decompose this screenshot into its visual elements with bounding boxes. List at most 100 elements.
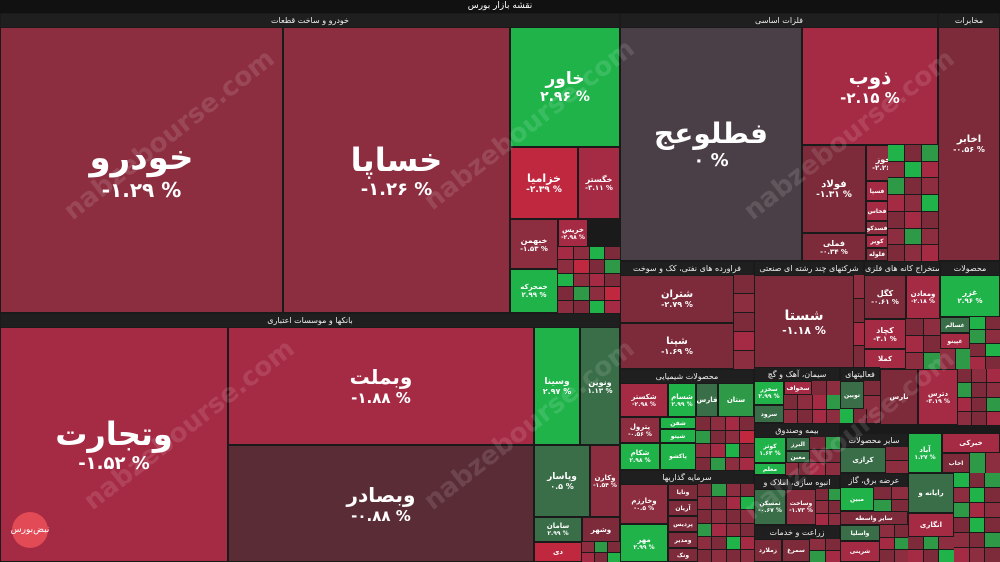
tile-shafan[interactable]: شفن [660,417,696,429]
section-title: خودرو و ساخت قطعات [1,14,619,28]
tile-thmasken[interactable]: ثمسکن -۰.۶۷ % [754,489,786,525]
tile-saman[interactable]: سامان ۲.۹۹ % [534,517,582,542]
tile-ghazar[interactable]: غزر ۲.۹۶ % [940,275,1000,317]
tile-maaben[interactable]: معبن [786,451,810,463]
tile-shasta[interactable]: شستا -۱.۱۸ % [754,275,854,369]
tile-kamala[interactable]: کملا [864,349,906,369]
tile-zmilan[interactable]: زملارد [754,539,782,562]
small-tiles-bottom-right [954,473,1000,562]
tile-fsapa[interactable]: فسپا [866,181,888,201]
tile-pakshou[interactable]: پاکشو [660,443,696,470]
tile-shakestar[interactable]: شکستر -۲.۹۸ % [620,383,668,417]
small-tiles-invest [698,484,754,562]
tile-vpasar[interactable]: وپاسار ۰.۵ % [534,445,590,517]
tile-albarz[interactable]: البرز [786,437,810,451]
tile-ezhab[interactable]: اخاب [942,453,970,473]
tile-khomehreh[interactable]: خمحرکه ۲.۹۹ % [510,269,558,313]
small-tiles-bottom-right-b [908,537,954,562]
tile-khbahman[interactable]: خبهمن -۱.۵۳ % [510,219,558,269]
tile-vsina[interactable]: وسینا ۲.۹۷ % [534,327,580,445]
tile-angaari[interactable]: انگاری [908,513,954,537]
tile-vaniya[interactable]: ونایا [668,484,698,500]
tile-shitou[interactable]: شیتو [660,429,696,443]
tile-ghasalam[interactable]: غسالم [940,317,970,333]
tile-sekhvaf[interactable]: سخواف [784,381,812,395]
small-tiles-supply-b [880,525,908,562]
small-tiles-multi [854,275,864,369]
tile-vanak[interactable]: ونک [668,548,698,562]
tile-khsapa[interactable]: خساپا -۱.۲۶ % [283,27,510,313]
tile-khgostar[interactable]: خگستر -۳.۱۱ % [578,147,620,219]
tile-folad[interactable]: فولاد -۱.۳۱ % [802,145,866,233]
small-tiles-insurance [810,437,840,475]
tile-mehr[interactable]: مهر ۲.۹۹ % [620,524,668,562]
tile-pardis[interactable]: پردیس [668,516,698,532]
tile-vsakhet[interactable]: وساخت -۱.۷۳ % [786,489,816,525]
tile-khodro[interactable]: خودرو -۱.۲۹ % [0,27,283,313]
tile-kerazi[interactable]: کرازی [840,447,886,473]
tile-maalem[interactable]: معلم [754,463,786,475]
tile-fameli[interactable]: فملی -۰.۳۴ % [802,233,866,261]
small-tiles-metals [888,145,938,261]
tile-vabran[interactable]: آریان [668,500,698,516]
tile-kavir[interactable]: کویر [866,235,888,248]
tile-kegl[interactable]: کگل -۰.۶۱ % [864,275,906,319]
section-title: فعالیتهای [841,368,879,382]
page-title: نقشه بازار بورس [0,0,1000,13]
tile-vaslia[interactable]: واسلیا [840,525,880,541]
section-title: انبوه سازی، املاک و [755,476,839,490]
tile-shekam[interactable]: شکام ۲.۹۸ % [620,443,660,470]
small-tiles-supply [874,487,908,511]
tile-sarood[interactable]: سرود [754,405,784,423]
tile-sakhazar[interactable]: سخزر ۲.۹۹ % [754,381,784,405]
tile-vtejarat[interactable]: وتجارت -۱.۵۲ % [0,327,228,562]
tile-abad[interactable]: آباد ۱.۲۷ % [908,433,942,473]
tile-zob[interactable]: ذوب -۲.۱۵ % [802,27,938,145]
tile-mobin[interactable]: مبین [840,487,874,511]
tile-kechad[interactable]: کچاد -۳.۱ % [864,319,906,349]
tile-vamaadan[interactable]: ومعادن -۲.۱۸ % [906,275,940,319]
small-tiles-banks [582,542,620,562]
tile-vkharazm[interactable]: وخارزم -۰.۵ % [620,484,668,524]
tile-ftaluj[interactable]: فطلوعج ۰ % [620,27,802,261]
section-title: سیمان، آهک و گچ [755,368,839,382]
tile-fares[interactable]: فارس [696,383,718,417]
tile-di[interactable]: دی [534,542,582,562]
tile-sayer[interactable]: سایر واسطه [840,511,908,525]
tile-petrol[interactable]: پترول -۰.۵۶ % [620,417,660,443]
tile-ratian[interactable]: رایانه و [908,473,954,513]
tile-vmodir[interactable]: ومدیر [668,532,698,548]
tile-shetran[interactable]: شتران -۲.۷۹ % [620,275,734,323]
tile-folah[interactable]: فلوله [866,248,888,261]
tile-vbmellat[interactable]: وبملت -۱.۸۸ % [228,327,534,445]
tile-fkhas[interactable]: فخاس [866,201,888,221]
tile-khzamia[interactable]: خزامیا -۲.۳۹ % [510,147,578,219]
tile-shesham[interactable]: شسام ۲.۹۹ % [668,383,696,417]
tile-akhabar[interactable]: اخابر -۰.۵۶ % [938,27,1000,261]
tile-vshahr[interactable]: وشهر [582,517,620,542]
small-tiles-right-low [970,453,1000,473]
section-title: فلزات اساسی [621,14,937,28]
tile-kowthar[interactable]: کوثر ۱.۶۳ % [754,437,786,463]
tile-daras[interactable]: دترس -۳.۱۹ % [918,369,958,425]
tile-kharazmi[interactable]: خبرکی [942,433,1000,453]
tile-sharin[interactable]: شرینی [840,541,880,562]
tile-setan[interactable]: ستان [718,383,754,417]
tile-vkaran[interactable]: وکارن -۱.۵۴ % [590,445,620,517]
tile-toobin[interactable]: توبین [840,381,864,409]
small-tiles-extract [906,319,940,369]
tile-nares[interactable]: نارس [880,369,918,425]
tile-ghpinu[interactable]: غپینو [940,333,970,349]
small-tiles-other-products [886,447,908,473]
tile-semrgh[interactable]: سمرغ [782,539,810,562]
tile-fsadko[interactable]: فسدکو [866,221,888,235]
tile-kharis[interactable]: خریس -۲.۹۸ % [558,219,588,247]
section-title: بانکها و موسسات اعتباری [1,314,619,328]
small-tiles-oil [734,275,754,369]
tile-khavar[interactable]: خاور ۲.۹۶ % [510,27,620,147]
section-title: سرمایه گذاریها [621,471,753,485]
section-title: محصولات [941,262,999,276]
tile-shepna[interactable]: شپنا -۱.۶۹ % [620,323,734,369]
tile-vnovin[interactable]: ونوین ۱.۱۳ % [580,327,620,445]
tile-vbsader[interactable]: وبصادر -۰.۸۸ % [228,445,534,562]
